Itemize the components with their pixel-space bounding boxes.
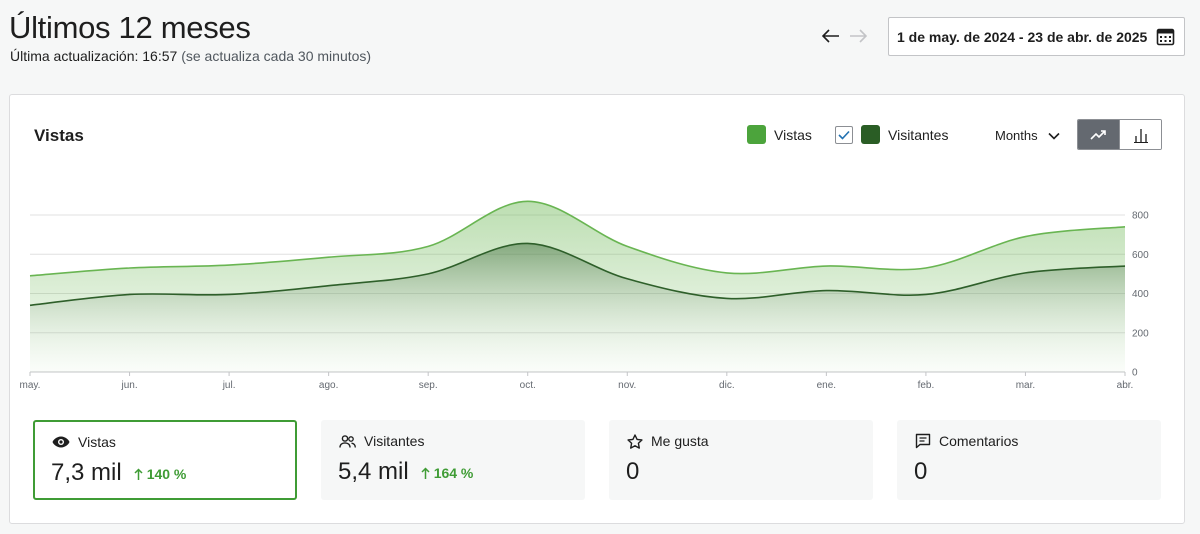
- previous-period-button[interactable]: [820, 25, 842, 47]
- stat-card-visitantes[interactable]: Visitantes 5,4 mil 164 %: [321, 420, 585, 500]
- y-tick-label: 200: [1132, 328, 1149, 339]
- arrow-right-icon: [850, 29, 867, 43]
- page-title: Últimos 12 meses: [9, 10, 251, 45]
- last-update-time: Última actualización: 16:57: [10, 48, 178, 64]
- stats-card: 0 200 400 600 800 may. jun. jul. ago. sep. oct. nov…: [9, 94, 1185, 524]
- arrow-up-icon: [421, 467, 430, 479]
- date-range-label: 1 de may. de 2024 - 23 de abr. de 2025: [897, 28, 1148, 45]
- views-chart: 0 200 400 600 800 may. jun. jul. ago. sep. oct. nov…: [20, 200, 1149, 391]
- legend-item-vistas[interactable]: Vistas: [747, 125, 812, 144]
- arrow-up-icon: [134, 468, 143, 480]
- x-tick-label: dic.: [719, 380, 735, 391]
- chart-type-toggle: [1077, 119, 1162, 150]
- comment-icon: [915, 433, 931, 449]
- x-tick-label: nov.: [618, 380, 636, 391]
- y-tick-label: 0: [1132, 368, 1138, 379]
- legend-swatch-visitantes: [861, 125, 880, 144]
- area-visitantes: [30, 243, 1125, 372]
- y-tick-label: 400: [1132, 289, 1149, 300]
- eye-icon: [52, 436, 70, 448]
- legend-label-visitantes: Visitantes: [888, 126, 949, 143]
- x-tick-label: mar.: [1016, 380, 1035, 391]
- x-tick-label: may.: [20, 380, 41, 391]
- y-tick-label: 600: [1132, 250, 1149, 261]
- stat-value: 5,4 mil: [338, 458, 409, 485]
- x-tick-label: jun.: [120, 380, 137, 391]
- x-tick-label: jul.: [222, 380, 236, 391]
- x-tick-label: feb.: [918, 380, 935, 391]
- period-select-value: Months: [995, 128, 1038, 143]
- next-period-button[interactable]: [847, 25, 869, 47]
- stat-label: Visitantes: [364, 433, 425, 449]
- line-chart-button[interactable]: [1078, 120, 1119, 149]
- visitantes-checkbox[interactable]: [835, 125, 853, 144]
- y-tick-label: 800: [1132, 211, 1149, 222]
- stat-value: 0: [626, 458, 640, 485]
- x-tick-label: oct.: [520, 380, 536, 391]
- stat-card-me-gusta[interactable]: Me gusta 0: [609, 420, 873, 500]
- x-tick-label: abr.: [1117, 380, 1134, 391]
- legend-label-vistas: Vistas: [774, 126, 812, 143]
- stat-delta-value: 140 %: [146, 466, 187, 482]
- stat-label: Me gusta: [651, 433, 709, 449]
- calendar-icon: [1156, 28, 1175, 46]
- stat-card-vistas[interactable]: Vistas 7,3 mil 140 %: [33, 420, 297, 500]
- last-update: Última actualización: 16:57 (se actualiz…: [10, 48, 371, 64]
- chevron-down-icon: [1048, 132, 1060, 140]
- stat-value: 7,3 mil: [51, 459, 122, 486]
- checkmark-icon: [838, 130, 850, 140]
- x-tick-label: sep.: [419, 380, 438, 391]
- legend-item-visitantes[interactable]: Visitantes: [835, 125, 948, 144]
- bar-chart-button[interactable]: [1119, 120, 1161, 149]
- stat-label: Comentarios: [939, 433, 1019, 449]
- legend-swatch-vistas: [747, 125, 766, 144]
- stat-card-comentarios[interactable]: Comentarios 0: [897, 420, 1161, 500]
- stat-delta: 164 %: [421, 465, 474, 481]
- bar-chart-icon: [1133, 128, 1148, 143]
- people-icon: [339, 434, 356, 448]
- date-range-picker[interactable]: 1 de may. de 2024 - 23 de abr. de 2025: [888, 17, 1185, 56]
- update-frequency-note: (se actualiza cada 30 minutos): [181, 48, 372, 64]
- period-select[interactable]: Months: [995, 128, 1060, 143]
- stat-delta-value: 164 %: [433, 465, 474, 481]
- star-icon: [627, 433, 643, 449]
- series-line-vistas: [29, 200, 1126, 277]
- x-tick-label: ene.: [817, 380, 836, 391]
- stat-delta: 140 %: [134, 466, 187, 482]
- x-tick-label: ago.: [319, 380, 338, 391]
- chart-title: Vistas: [34, 126, 84, 145]
- trend-line-icon: [1089, 129, 1106, 140]
- stat-value: 0: [914, 458, 928, 485]
- stat-label: Vistas: [78, 434, 116, 450]
- series-line-visitantes: [29, 242, 1126, 307]
- arrow-left-icon: [822, 29, 839, 43]
